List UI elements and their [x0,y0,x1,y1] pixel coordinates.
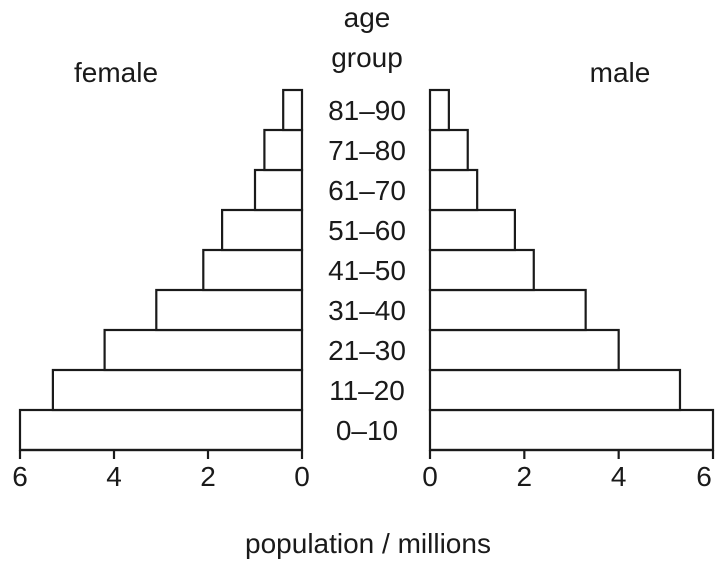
female-tick-label: 2 [200,461,216,492]
age-group-label: 81–90 [328,95,406,126]
male-tick-label: 0 [422,461,438,492]
female-tick-label: 0 [294,461,310,492]
male-bars [428,88,715,452]
center-label-line-2: group [331,42,403,73]
age-group-label: 51–60 [328,215,406,246]
age-group-label: 31–40 [328,295,406,326]
male-bar-51–60 [428,208,517,252]
age-group-label: 11–20 [329,375,405,406]
female-bars [18,88,304,452]
age-group-label: 61–70 [328,175,406,206]
age-group-label: 71–80 [328,135,406,166]
male-tick-label: 2 [517,461,533,492]
female-tick-label: 4 [106,461,122,492]
male-bar-81–90 [428,88,450,132]
female-tick-label: 6 [12,461,28,492]
male-bar-31–40 [428,288,587,332]
age-group-label: 21–30 [328,335,406,366]
female-bar-31–40 [155,288,304,332]
age-group-label: 41–50 [328,255,406,286]
female-bar-51–60 [221,208,304,252]
male-tick-label: 6 [696,461,712,492]
male-bar-41–50 [428,248,535,292]
female-bar-0–10 [18,408,304,452]
female-bar-71–80 [263,128,304,172]
female-bar-81–90 [282,88,304,132]
female-bar-41–50 [202,248,304,292]
female-bar-11–20 [51,368,304,412]
x-axis-title: population / millions [245,528,491,559]
male-bar-11–20 [428,368,682,412]
male-series-label: male [590,57,651,88]
tick-labels: 6 4 2 0 0 2 4 6 [12,461,712,492]
x-axes [18,448,715,459]
female-bar-21–30 [103,328,304,372]
age-group-label: 0–10 [336,415,398,446]
age-group-labels: 0–10 11–20 21–30 31–40 41–50 51–60 61–70 71–80 8… [328,95,406,446]
female-bar-61–70 [253,168,304,212]
male-bar-0–10 [428,408,715,452]
male-bar-21–30 [428,328,620,372]
male-bar-61–70 [428,168,479,212]
female-series-label: female [74,57,158,88]
center-label-line-1: age [344,2,391,33]
male-bar-71–80 [428,128,469,172]
male-tick-label: 4 [611,461,627,492]
